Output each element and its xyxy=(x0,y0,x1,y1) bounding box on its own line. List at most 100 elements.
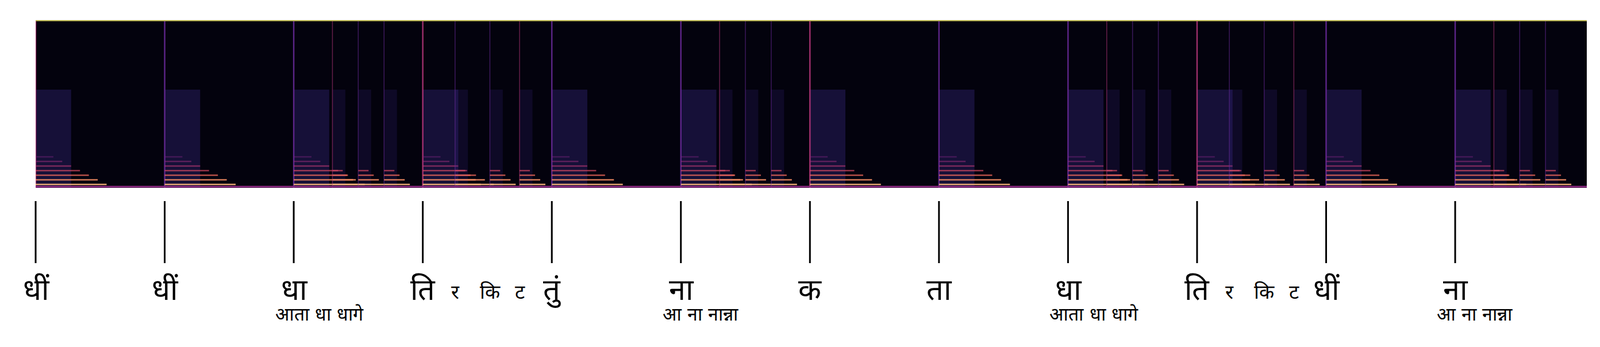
harmonic xyxy=(1545,183,1572,186)
onset-line xyxy=(1067,20,1069,188)
harmonic xyxy=(1519,174,1536,177)
onset-haze xyxy=(809,89,846,188)
harmonic xyxy=(358,183,384,186)
onset-line xyxy=(332,20,334,188)
harmonic xyxy=(383,183,410,186)
harmonic xyxy=(455,183,482,186)
harmonic xyxy=(358,174,374,177)
onset-line xyxy=(1325,20,1328,188)
harmonic xyxy=(939,160,966,163)
harmonic xyxy=(1106,174,1123,177)
harmonic xyxy=(939,179,1002,182)
harmonic xyxy=(1067,156,1086,159)
onset-line xyxy=(1132,20,1134,188)
harmonic xyxy=(1197,156,1215,159)
subdivision-label: र xyxy=(1225,280,1234,304)
harmonic xyxy=(422,156,441,159)
onset xyxy=(1229,20,1256,188)
onset-line xyxy=(809,20,811,188)
spectrogram-background xyxy=(35,20,1587,188)
harmonic xyxy=(332,183,359,186)
onset-line xyxy=(1519,20,1521,188)
onset-line xyxy=(454,20,456,188)
harmonic xyxy=(164,179,228,182)
harmonic xyxy=(164,165,201,168)
harmonic xyxy=(1325,165,1362,168)
harmonic xyxy=(1229,179,1250,182)
harmonic xyxy=(1158,179,1180,182)
harmonic xyxy=(1325,170,1371,172)
harmonic xyxy=(939,156,957,159)
onset-line xyxy=(383,20,386,188)
beat-tick xyxy=(1454,201,1457,264)
harmonic xyxy=(1158,183,1185,186)
bol-label: धीं xyxy=(22,272,50,307)
beat-tick xyxy=(1325,201,1328,264)
onset xyxy=(681,20,753,188)
harmonic xyxy=(422,183,495,186)
harmonic xyxy=(1264,183,1291,186)
onset xyxy=(489,20,516,188)
onset-line xyxy=(163,20,166,188)
harmonic xyxy=(1132,183,1159,186)
harmonic xyxy=(35,165,72,168)
bol-sub-label: आ ना नान्ना xyxy=(1436,303,1513,326)
harmonic xyxy=(293,165,330,168)
harmonic xyxy=(358,179,379,182)
harmonic xyxy=(35,156,54,159)
figure: धींधींधाआता धा धागेतिरकिटतुंनाआ ना नान्न… xyxy=(0,0,1600,347)
onset xyxy=(1493,20,1520,188)
onset-line xyxy=(1228,20,1230,188)
harmonic xyxy=(293,160,321,163)
harmonic xyxy=(332,170,343,172)
harmonic xyxy=(1229,170,1240,172)
onset-line xyxy=(35,20,37,188)
harmonic xyxy=(489,170,500,172)
subdivision-label: र xyxy=(451,280,460,304)
subdivision-label: ट xyxy=(1289,280,1300,304)
harmonic xyxy=(681,170,726,172)
onset xyxy=(358,20,384,188)
harmonic xyxy=(939,170,984,172)
harmonic xyxy=(1455,156,1473,159)
harmonic xyxy=(1519,183,1546,186)
onset xyxy=(35,20,107,188)
spectrogram xyxy=(35,20,1587,188)
onset xyxy=(422,20,495,188)
harmonic xyxy=(293,170,338,172)
onset-line xyxy=(718,20,721,188)
harmonic xyxy=(1455,170,1500,172)
harmonic xyxy=(1197,174,1251,177)
harmonic xyxy=(293,179,356,182)
onset-haze xyxy=(293,89,330,188)
beat-tick xyxy=(35,201,37,264)
annotations: धींधींधाआता धा धागेतिरकिटतुंनाआ ना नान्न… xyxy=(22,201,1514,326)
harmonic xyxy=(164,156,183,159)
harmonic xyxy=(489,174,506,177)
harmonic xyxy=(1293,183,1320,186)
onset-haze xyxy=(358,89,371,188)
harmonic xyxy=(1325,179,1388,182)
bol-label: ति xyxy=(410,272,436,307)
beat-tick xyxy=(809,201,811,264)
harmonic xyxy=(745,179,767,182)
harmonic xyxy=(939,165,975,168)
harmonic xyxy=(1264,179,1286,182)
onset xyxy=(939,20,1011,188)
beat-tick xyxy=(551,201,553,264)
bol-label: धीं xyxy=(151,272,179,307)
beat-tick xyxy=(679,201,682,264)
harmonic xyxy=(745,174,761,177)
harmonic xyxy=(809,160,837,163)
harmonic xyxy=(519,183,546,186)
harmonic xyxy=(422,179,486,182)
harmonic xyxy=(383,174,400,177)
harmonic xyxy=(1325,183,1398,186)
harmonic xyxy=(809,165,846,168)
harmonic xyxy=(1229,174,1245,177)
onset-haze xyxy=(1493,89,1507,188)
onset xyxy=(1197,20,1269,188)
onset-line xyxy=(518,20,521,188)
harmonic xyxy=(681,179,744,182)
onset xyxy=(1455,20,1527,188)
